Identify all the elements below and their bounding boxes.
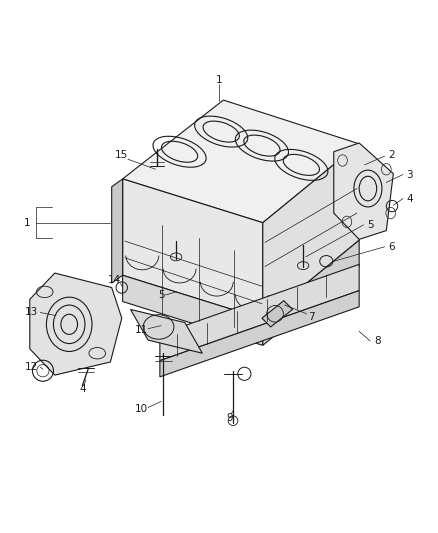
Text: 6: 6 (389, 242, 396, 252)
Polygon shape (160, 290, 359, 377)
Text: 1: 1 (215, 75, 223, 85)
Polygon shape (123, 100, 359, 223)
Polygon shape (123, 179, 263, 319)
Text: 7: 7 (308, 312, 315, 322)
Polygon shape (112, 179, 123, 283)
Text: 9: 9 (226, 413, 233, 423)
Text: 14: 14 (108, 274, 121, 285)
Polygon shape (123, 275, 263, 345)
Text: 15: 15 (115, 150, 128, 160)
Polygon shape (263, 240, 359, 345)
Text: 13: 13 (25, 308, 38, 318)
Text: 5: 5 (367, 220, 374, 230)
Text: 8: 8 (374, 336, 381, 346)
Text: 1: 1 (24, 217, 31, 228)
Text: 10: 10 (134, 404, 148, 414)
Text: 12: 12 (25, 362, 38, 372)
Text: 4: 4 (79, 384, 86, 394)
Polygon shape (30, 273, 122, 375)
Text: 3: 3 (406, 169, 413, 180)
Text: 4: 4 (406, 193, 413, 204)
Polygon shape (160, 264, 359, 361)
Polygon shape (262, 301, 293, 327)
Polygon shape (334, 143, 393, 239)
Text: 2: 2 (389, 150, 396, 160)
Text: 5: 5 (158, 290, 165, 300)
Text: 11: 11 (134, 325, 148, 335)
Polygon shape (263, 144, 359, 319)
Polygon shape (131, 310, 202, 353)
